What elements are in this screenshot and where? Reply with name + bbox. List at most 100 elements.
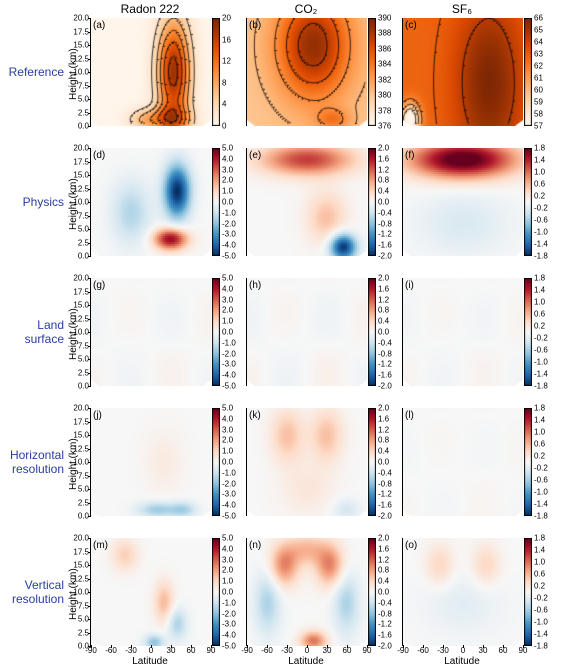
colorbar-tick: 0.2	[532, 452, 545, 461]
colorbar-tick: -0.6	[532, 216, 548, 225]
panel-a: (a)0.02.55.07.510.012.515.017.520.0	[90, 18, 210, 126]
colorbar-tick: -2.0	[376, 642, 392, 651]
colorbar-tick: 0.0	[376, 328, 389, 337]
colorbar-tick: 0.0	[220, 588, 233, 597]
yaxis-title: Height (km)	[68, 438, 79, 490]
colorbar: -2.0-1.6-1.2-0.8-0.40.00.40.81.21.62.0	[368, 538, 376, 646]
colorbar-tick: 1.4	[532, 286, 545, 295]
colorbar-tick: -4.0	[220, 371, 236, 380]
ytick-label: 2.5	[73, 368, 91, 377]
colorbar-tick: 5.0	[220, 404, 233, 413]
colorbar-tick: -1.6	[376, 501, 392, 510]
colorbar-tick: -1.0	[220, 208, 236, 217]
colorbar-tick: 0.4	[376, 577, 389, 586]
panel-letter: (h)	[249, 280, 261, 291]
colorbar-gradient	[212, 408, 220, 516]
row-label: Verticalresolution	[0, 578, 68, 606]
yaxis-title: Height (km)	[68, 48, 79, 100]
xtick-label: 30	[479, 645, 488, 655]
colorbar-tick: 0.4	[376, 187, 389, 196]
colorbar-tick: 1.0	[532, 168, 545, 177]
colorbar-gradient	[368, 18, 376, 126]
colorbar-tick: 0.0	[220, 198, 233, 207]
colorbar-gradient	[524, 148, 532, 256]
panel-n: (n)-90-60-300306090	[246, 538, 366, 646]
colorbar-tick: -0.8	[376, 479, 392, 488]
panel-i: (i)	[402, 278, 522, 386]
panel-l: (l)	[402, 408, 522, 516]
colorbar-tick: 58	[532, 110, 543, 119]
colorbar-tick: -4.0	[220, 241, 236, 250]
colorbar-tick: 5.0	[220, 534, 233, 543]
colorbar-tick: 1.0	[220, 447, 233, 456]
colorbar-tick: 4.0	[220, 414, 233, 423]
colorbar-tick: -0.6	[532, 606, 548, 615]
panel-field	[247, 538, 367, 646]
panel-field	[247, 148, 367, 256]
xaxis-title: Latitude	[90, 656, 210, 667]
ytick-label: 17.5	[73, 417, 91, 426]
colorbar-tick: 386	[376, 44, 391, 53]
panel-field	[403, 538, 523, 646]
colorbar: -5.0-4.0-3.0-2.0-1.00.01.02.03.04.05.0	[212, 538, 220, 646]
xtick-label: -60	[417, 645, 429, 655]
colorbar-tick: -1.0	[532, 618, 548, 627]
colorbar-tick: -5.0	[220, 252, 236, 261]
colorbar-tick: -5.0	[220, 642, 236, 651]
xtick-label: 60	[343, 645, 352, 655]
colorbar-tick: 382	[376, 75, 391, 84]
colorbar-gradient	[368, 278, 376, 386]
colorbar-tick: -2.0	[376, 382, 392, 391]
colorbar-tick: 2.0	[220, 306, 233, 315]
xtick-label: 0	[461, 645, 465, 655]
xtick-label: 0	[149, 645, 153, 655]
colorbar-gradient	[368, 538, 376, 646]
colorbar-tick: 1.6	[376, 544, 389, 553]
colorbar-tick: 1.2	[376, 165, 389, 174]
ytick-label: 20.0	[73, 274, 91, 283]
colorbar-tick: 0.6	[532, 570, 545, 579]
colorbar-tick: -5.0	[220, 382, 236, 391]
ytick-label: 0.0	[73, 512, 91, 521]
colorbar-tick: 1.2	[376, 425, 389, 434]
colorbar-tick: -1.8	[532, 642, 548, 651]
panel-field	[247, 408, 367, 516]
panel-field	[403, 408, 523, 516]
panel-field	[91, 18, 211, 126]
colorbar-tick: -1.8	[532, 382, 548, 391]
column-title: CO₂	[246, 2, 366, 16]
xtick-label: 90	[519, 645, 528, 655]
panel-h: (h)	[246, 278, 366, 386]
colorbar-tick: -2.0	[376, 252, 392, 261]
colorbar-tick: -1.0	[220, 338, 236, 347]
colorbar-tick: -0.4	[376, 338, 392, 347]
panel-letter: (b)	[249, 20, 261, 31]
colorbar-tick: 3.0	[220, 165, 233, 174]
colorbar-gradient	[212, 278, 220, 386]
xtick-label: 30	[167, 645, 176, 655]
panel-letter: (o)	[405, 540, 417, 551]
colorbar-tick: -1.2	[376, 230, 392, 239]
colorbar-tick: 0.4	[376, 447, 389, 456]
panel-field	[91, 538, 211, 646]
panel-letter: (i)	[405, 280, 414, 291]
colorbar-gradient	[524, 18, 532, 126]
colorbar-tick: 61	[532, 74, 543, 83]
ytick-label: 20.0	[73, 14, 91, 23]
colorbar: 57585960616263646566	[524, 18, 532, 126]
colorbar: -1.8-1.4-1.0-0.6-0.20.20.61.01.41.8	[524, 538, 532, 646]
colorbar-tick: 3.0	[220, 555, 233, 564]
colorbar-tick: 1.0	[220, 317, 233, 326]
colorbar-tick: 16	[220, 35, 231, 44]
panel-field	[403, 18, 523, 126]
colorbar-tick: -2.0	[376, 512, 392, 521]
colorbar-tick: -0.2	[532, 464, 548, 473]
colorbar-tick: -1.8	[532, 512, 548, 521]
panel-m: (m)0.02.55.07.510.012.515.017.520.0-90-6…	[90, 538, 210, 646]
colorbar-tick: -0.8	[376, 609, 392, 618]
colorbar-tick: -3.0	[220, 490, 236, 499]
colorbar-tick: 0.0	[220, 458, 233, 467]
colorbar-tick: -1.8	[532, 252, 548, 261]
colorbar-tick: 4.0	[220, 284, 233, 293]
colorbar-tick: 0.6	[532, 310, 545, 319]
